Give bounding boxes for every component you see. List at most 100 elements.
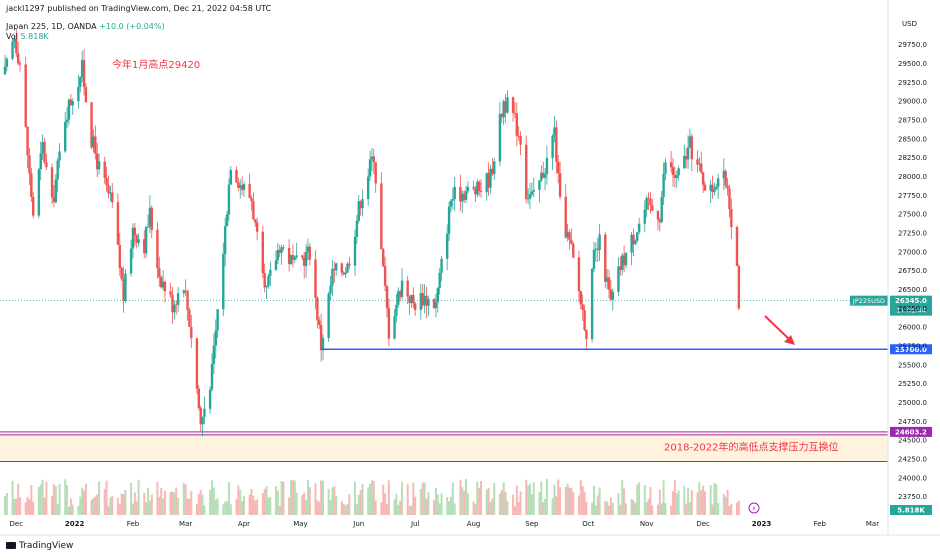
volume-bar (278, 505, 281, 515)
volume-bar (133, 492, 136, 515)
volume-bar (322, 480, 325, 515)
currency-label: USD (902, 20, 917, 28)
candle-body (479, 191, 483, 193)
candle-body (111, 192, 114, 203)
candle-body (184, 290, 187, 292)
candle-body (634, 240, 637, 245)
price-tick-label: 27250.0 (898, 229, 927, 237)
volume-bar (288, 497, 291, 515)
candle-body (619, 266, 622, 270)
volume-bar (709, 485, 712, 515)
volume-bar (446, 497, 449, 515)
candle-body (472, 186, 475, 189)
candle-body (716, 178, 720, 187)
volume-bar (572, 492, 575, 515)
price-tick-label: 27750.0 (898, 192, 927, 200)
candle-body (436, 288, 439, 303)
volume-bar (51, 496, 54, 515)
candle-body (387, 308, 391, 339)
candle-body (293, 257, 296, 260)
candle-body (3, 66, 7, 75)
volume-bar (303, 492, 306, 515)
candle-body (572, 244, 575, 258)
time-tick-label: Apr (238, 520, 250, 528)
volume-value: 5.818K (20, 32, 49, 41)
candle-body (526, 198, 530, 200)
candle-body (557, 161, 560, 174)
candle-body (308, 246, 312, 260)
volume-bar (517, 501, 520, 515)
volume-bar (685, 503, 688, 515)
candle-body (77, 86, 80, 102)
candle-body (69, 99, 73, 106)
volume-bar (372, 480, 375, 515)
volume-legend[interactable]: Vol 5.818K (6, 32, 49, 41)
candle-body (604, 234, 607, 282)
volume-bar (135, 501, 138, 515)
candle-body (485, 173, 488, 193)
candle-body (97, 161, 101, 170)
volume-bar (103, 488, 106, 515)
candle-body (447, 206, 451, 234)
volume-bar (160, 488, 163, 515)
volume-bar (735, 502, 738, 515)
volume-bar (190, 491, 193, 515)
volume-bar (348, 494, 351, 515)
candle-body (555, 127, 558, 162)
price-change: +10.0 (+0.04%) (99, 22, 165, 31)
time-tick-label: Feb (127, 520, 140, 528)
candle-body (525, 144, 528, 200)
volume-bar (94, 496, 97, 515)
time-tick-label: Sep (525, 520, 539, 528)
volume-bar (145, 502, 148, 515)
volume-bar (320, 480, 323, 515)
volume-bar (583, 491, 586, 515)
volume-bar (158, 496, 161, 515)
volume-bar (256, 499, 259, 515)
volume-bar (585, 501, 588, 515)
candle-body (722, 170, 726, 179)
candle-body (622, 255, 626, 266)
candle-body (568, 232, 571, 240)
candle-body (291, 255, 295, 260)
volume-bar (564, 486, 567, 515)
candle-body (410, 294, 413, 304)
annotation-jan-high: 今年1月高点29420 (112, 58, 200, 71)
volume-bar (489, 502, 492, 515)
volume-bar (314, 483, 317, 515)
candle-body (39, 153, 42, 170)
candle-body (664, 162, 667, 174)
candle-body (321, 338, 325, 351)
candle-body (662, 173, 665, 198)
volume-bar (248, 494, 251, 515)
volume-bar (606, 501, 609, 515)
candle-body (594, 248, 598, 250)
volume-bar (357, 494, 360, 515)
candle-body (700, 163, 703, 173)
candle-body (688, 136, 692, 148)
volume-bar (408, 506, 411, 515)
candle-body (730, 209, 733, 228)
candle-body (656, 210, 660, 220)
volume-bar (118, 504, 121, 515)
candle-body (579, 291, 583, 305)
candle-body (432, 299, 436, 309)
volume-bar (122, 493, 125, 515)
symbol-legend[interactable]: Japan 225, 1D, OANDA +10.0 (+0.04%) (6, 22, 165, 31)
volume-bar (171, 491, 174, 515)
candle-body (216, 309, 219, 331)
volume-bar (15, 498, 18, 515)
volume-bar (239, 489, 242, 515)
volume-bar (724, 496, 727, 515)
tradingview-logo[interactable]: TradingView (6, 541, 73, 551)
candle-body (677, 168, 680, 176)
volume-bar (370, 480, 373, 515)
volume-bar (327, 488, 330, 515)
time-tick-label: Dec (696, 520, 710, 528)
volume-bar (340, 501, 343, 515)
candle-body (419, 293, 423, 311)
volume-bar (280, 481, 283, 515)
down-arrow-shaft (764, 315, 791, 341)
